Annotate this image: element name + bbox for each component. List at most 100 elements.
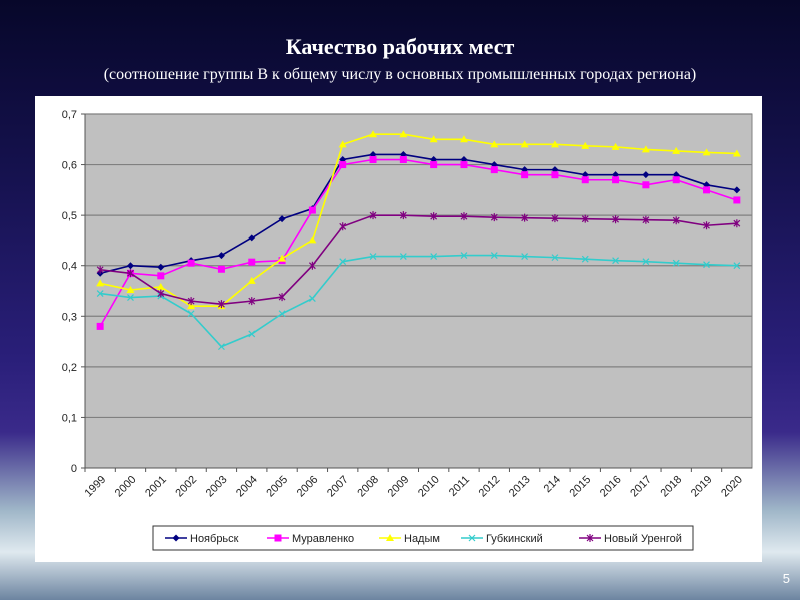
series-2-point <box>702 148 711 156</box>
series-3-point <box>521 253 529 261</box>
y-tick-label: 0,6 <box>62 160 77 172</box>
series-3-point <box>703 261 710 269</box>
series-3-point <box>672 259 680 267</box>
legend <box>152 525 694 551</box>
series-2-point <box>247 276 256 284</box>
series-4-point <box>703 221 710 230</box>
series-1-point <box>672 176 680 184</box>
series-4-point <box>187 297 195 306</box>
legend-marker <box>586 534 594 542</box>
series-0-point <box>248 234 256 242</box>
series-3-point <box>369 253 377 261</box>
series-2-point <box>520 140 529 148</box>
x-tick-label: 214 <box>542 474 563 495</box>
series-2-point <box>126 285 135 293</box>
series-4-point <box>551 214 559 223</box>
series-3-point <box>96 290 104 297</box>
series-3-point <box>642 258 650 266</box>
series-1-point <box>733 196 741 204</box>
series-2-point <box>611 142 620 150</box>
series-0-point <box>278 215 286 223</box>
y-tick-label: 0,2 <box>62 362 77 374</box>
series-1-point <box>187 259 195 267</box>
series-2-point <box>338 140 347 148</box>
series-1-point <box>157 272 165 280</box>
series-2-line <box>99 133 737 307</box>
legend-label: Надым <box>404 533 440 545</box>
x-tick-label: 2010 <box>416 474 442 500</box>
series-3-point <box>430 253 438 261</box>
series-4-point <box>127 269 134 278</box>
series-3-point <box>581 255 589 263</box>
series-1-point <box>96 322 104 330</box>
x-tick-label: 2001 <box>143 474 169 500</box>
y-tick-label: 0,7 <box>62 109 77 121</box>
series-2-point <box>550 140 559 148</box>
x-tick-label: 2020 <box>719 474 745 500</box>
x-tick-label: 2007 <box>325 474 351 500</box>
series-3-point <box>733 262 741 270</box>
x-tick-label: 1999 <box>82 474 108 500</box>
legend-label: Ноябрьск <box>190 533 239 545</box>
legend-marker <box>274 534 282 542</box>
y-tick-label: 0,3 <box>62 311 77 323</box>
series-0-point <box>126 262 134 270</box>
series-4-point <box>248 297 256 306</box>
page-number: 5 <box>782 571 790 586</box>
series-3-point <box>612 257 619 265</box>
series-4-line <box>100 214 737 305</box>
x-tick-label: 2011 <box>447 474 472 499</box>
series-3-point <box>399 253 407 261</box>
series-1-point <box>308 206 316 214</box>
series-2-point <box>278 254 287 262</box>
series-1-line <box>99 158 738 327</box>
series-2-point <box>399 130 408 138</box>
series-4-point <box>490 213 498 222</box>
series-2-point <box>96 279 105 287</box>
series-4-point <box>521 213 529 222</box>
series-1-point <box>551 171 559 179</box>
series-3-line <box>100 254 737 348</box>
series-4-point <box>733 219 741 228</box>
legend-label: Новый Уренгой <box>604 533 682 545</box>
series-2-point <box>732 149 741 157</box>
y-tick-label: 0,5 <box>62 210 77 222</box>
series-0-point <box>733 186 741 194</box>
x-tick-label: 2000 <box>113 474 139 500</box>
series-4-point <box>612 215 619 224</box>
chart-container: 0 0,1 0,2 0,3 0,4 0,5 0,6 0,7 1999 2000 2001 2002 20… <box>35 96 762 562</box>
series-3-point <box>127 294 134 301</box>
x-tick-label: 2019 <box>689 474 715 500</box>
x-tick-label: 2008 <box>355 474 381 500</box>
x-tick-label: 2009 <box>386 474 412 500</box>
series-2-point <box>459 135 468 143</box>
series-2-point <box>490 140 499 148</box>
series-1-point <box>581 176 589 184</box>
legend-marker <box>172 534 180 542</box>
plot-area <box>84 113 753 469</box>
y-tick-label: 0 <box>71 463 77 475</box>
series-4-point <box>278 293 286 302</box>
series-4-point <box>157 289 165 298</box>
series-4-point <box>460 212 468 221</box>
series-4-point <box>308 261 316 270</box>
x-tick-label: 2002 <box>173 474 199 500</box>
series-4-point <box>672 216 680 225</box>
x-tick-label: 2004 <box>234 474 260 500</box>
series-2-point <box>429 135 438 143</box>
series-0-point <box>157 263 165 271</box>
series-4-point <box>369 211 377 220</box>
x-tick-label: 2003 <box>204 474 230 500</box>
series-1-point <box>642 181 650 189</box>
legend-label: Губкинский <box>486 533 543 545</box>
series-2-point <box>308 236 317 244</box>
series-2-point <box>581 141 590 149</box>
x-tick-label: 2006 <box>295 474 321 500</box>
x-tick-label: 2012 <box>477 474 503 500</box>
x-tick-label: 2018 <box>659 474 685 500</box>
series-2-point <box>641 145 650 153</box>
series-3-point <box>551 254 559 262</box>
series-1-point <box>703 186 711 194</box>
series-3-point <box>248 330 256 338</box>
